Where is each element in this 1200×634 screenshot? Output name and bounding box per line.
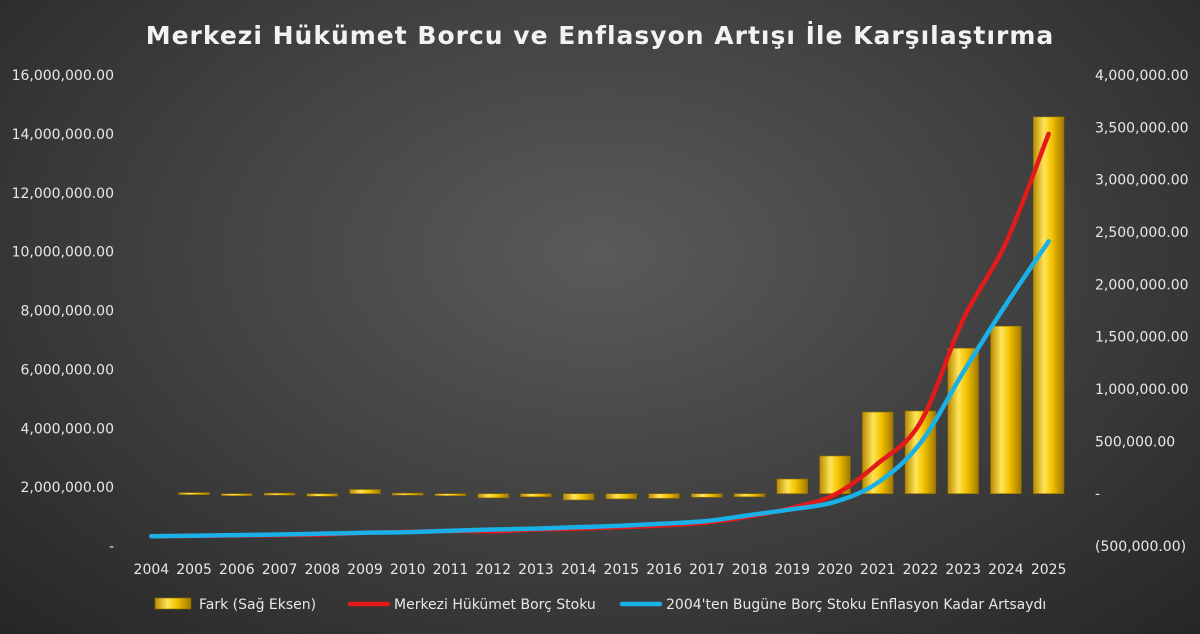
bar [990, 325, 1022, 494]
line-series [149, 131, 1051, 539]
bar [562, 493, 595, 501]
x-axis: 2004 2005 2006 2007 2008 2009 2010 2011 2012 2013… [134, 562, 1067, 578]
bar [520, 493, 552, 498]
right-tick-label: 3,500,000.00 [1095, 120, 1189, 136]
bar [178, 492, 210, 495]
bar [691, 493, 723, 498]
x-tick-label: 2012 [475, 562, 511, 578]
left-tick-label: - [109, 539, 114, 555]
bar [392, 492, 424, 496]
right-tick-label: 500,000.00 [1095, 434, 1175, 450]
bar [733, 493, 766, 498]
right-tick-label: 3,000,000.00 [1095, 173, 1189, 189]
bar-series [178, 116, 1065, 501]
x-tick-label: 2019 [774, 562, 810, 578]
bar [605, 493, 638, 500]
x-tick-label: 2016 [646, 562, 682, 578]
x-tick-label: 2024 [988, 562, 1024, 578]
left-tick-label: 2,000,000.00 [20, 480, 114, 496]
bar [221, 493, 253, 496]
bar [306, 493, 338, 497]
chart-title: Merkezi Hükümet Borcu ve Enflasyon Artış… [146, 20, 1055, 50]
legend: Fark (Sağ Eksen) Merkezi Hükümet Borç Sto… [154, 597, 1046, 613]
left-tick-label: 8,000,000.00 [20, 304, 114, 320]
right-tick-label: (500,000.00) [1095, 539, 1186, 555]
right-tick-label: - [1095, 487, 1100, 503]
right-tick-label: 4,000,000.00 [1095, 68, 1189, 84]
x-tick-label: 2004 [134, 562, 170, 578]
x-tick-label: 2007 [262, 562, 298, 578]
x-tick-label: 2025 [1031, 562, 1067, 578]
x-tick-label: 2013 [518, 562, 554, 578]
legend-label: Merkezi Hükümet Borç Stoku [394, 597, 596, 613]
bar [648, 493, 680, 499]
x-tick-label: 2011 [433, 562, 469, 578]
x-tick-label: 2018 [732, 562, 768, 578]
x-tick-label: 2009 [347, 562, 383, 578]
x-tick-label: 2020 [817, 562, 853, 578]
right-axis: (500,000.00) - 500,000.00 1,000,000.00 1,500… [1095, 68, 1189, 555]
bar [1032, 116, 1065, 494]
x-tick-label: 2021 [860, 562, 896, 578]
x-tick-label: 2022 [903, 562, 939, 578]
bar [776, 478, 808, 494]
right-tick-label: 1,500,000.00 [1095, 330, 1189, 346]
bar [434, 493, 467, 497]
left-axis: - 2,000,000.00 4,000,000.00 6,000,000.00 8,0… [12, 68, 114, 555]
legend-swatch-bar [154, 597, 192, 610]
bar [263, 492, 296, 496]
x-tick-label: 2015 [604, 562, 640, 578]
inflation-debt-line [149, 239, 1051, 539]
left-tick-label: 4,000,000.00 [20, 421, 114, 437]
x-tick-label: 2008 [304, 562, 340, 578]
left-tick-label: 6,000,000.00 [20, 362, 114, 378]
x-tick-label: 2014 [561, 562, 597, 578]
right-tick-label: 1,000,000.00 [1095, 382, 1189, 398]
legend-label: 2004'ten Bugüne Borç Stoku Enflasyon Kad… [666, 597, 1046, 613]
x-tick-label: 2017 [689, 562, 725, 578]
right-tick-label: 2,500,000.00 [1095, 225, 1189, 241]
bar [477, 493, 509, 499]
left-tick-label: 14,000,000.00 [12, 127, 114, 143]
x-tick-label: 2005 [176, 562, 212, 578]
right-tick-label: 2,000,000.00 [1095, 277, 1189, 293]
x-tick-label: 2006 [219, 562, 255, 578]
left-tick-label: 16,000,000.00 [12, 68, 114, 84]
left-tick-label: 10,000,000.00 [12, 245, 114, 261]
bar [349, 489, 381, 494]
left-tick-label: 12,000,000.00 [12, 186, 114, 202]
x-tick-label: 2023 [945, 562, 981, 578]
legend-label: Fark (Sağ Eksen) [199, 597, 316, 613]
x-tick-label: 2010 [390, 562, 426, 578]
